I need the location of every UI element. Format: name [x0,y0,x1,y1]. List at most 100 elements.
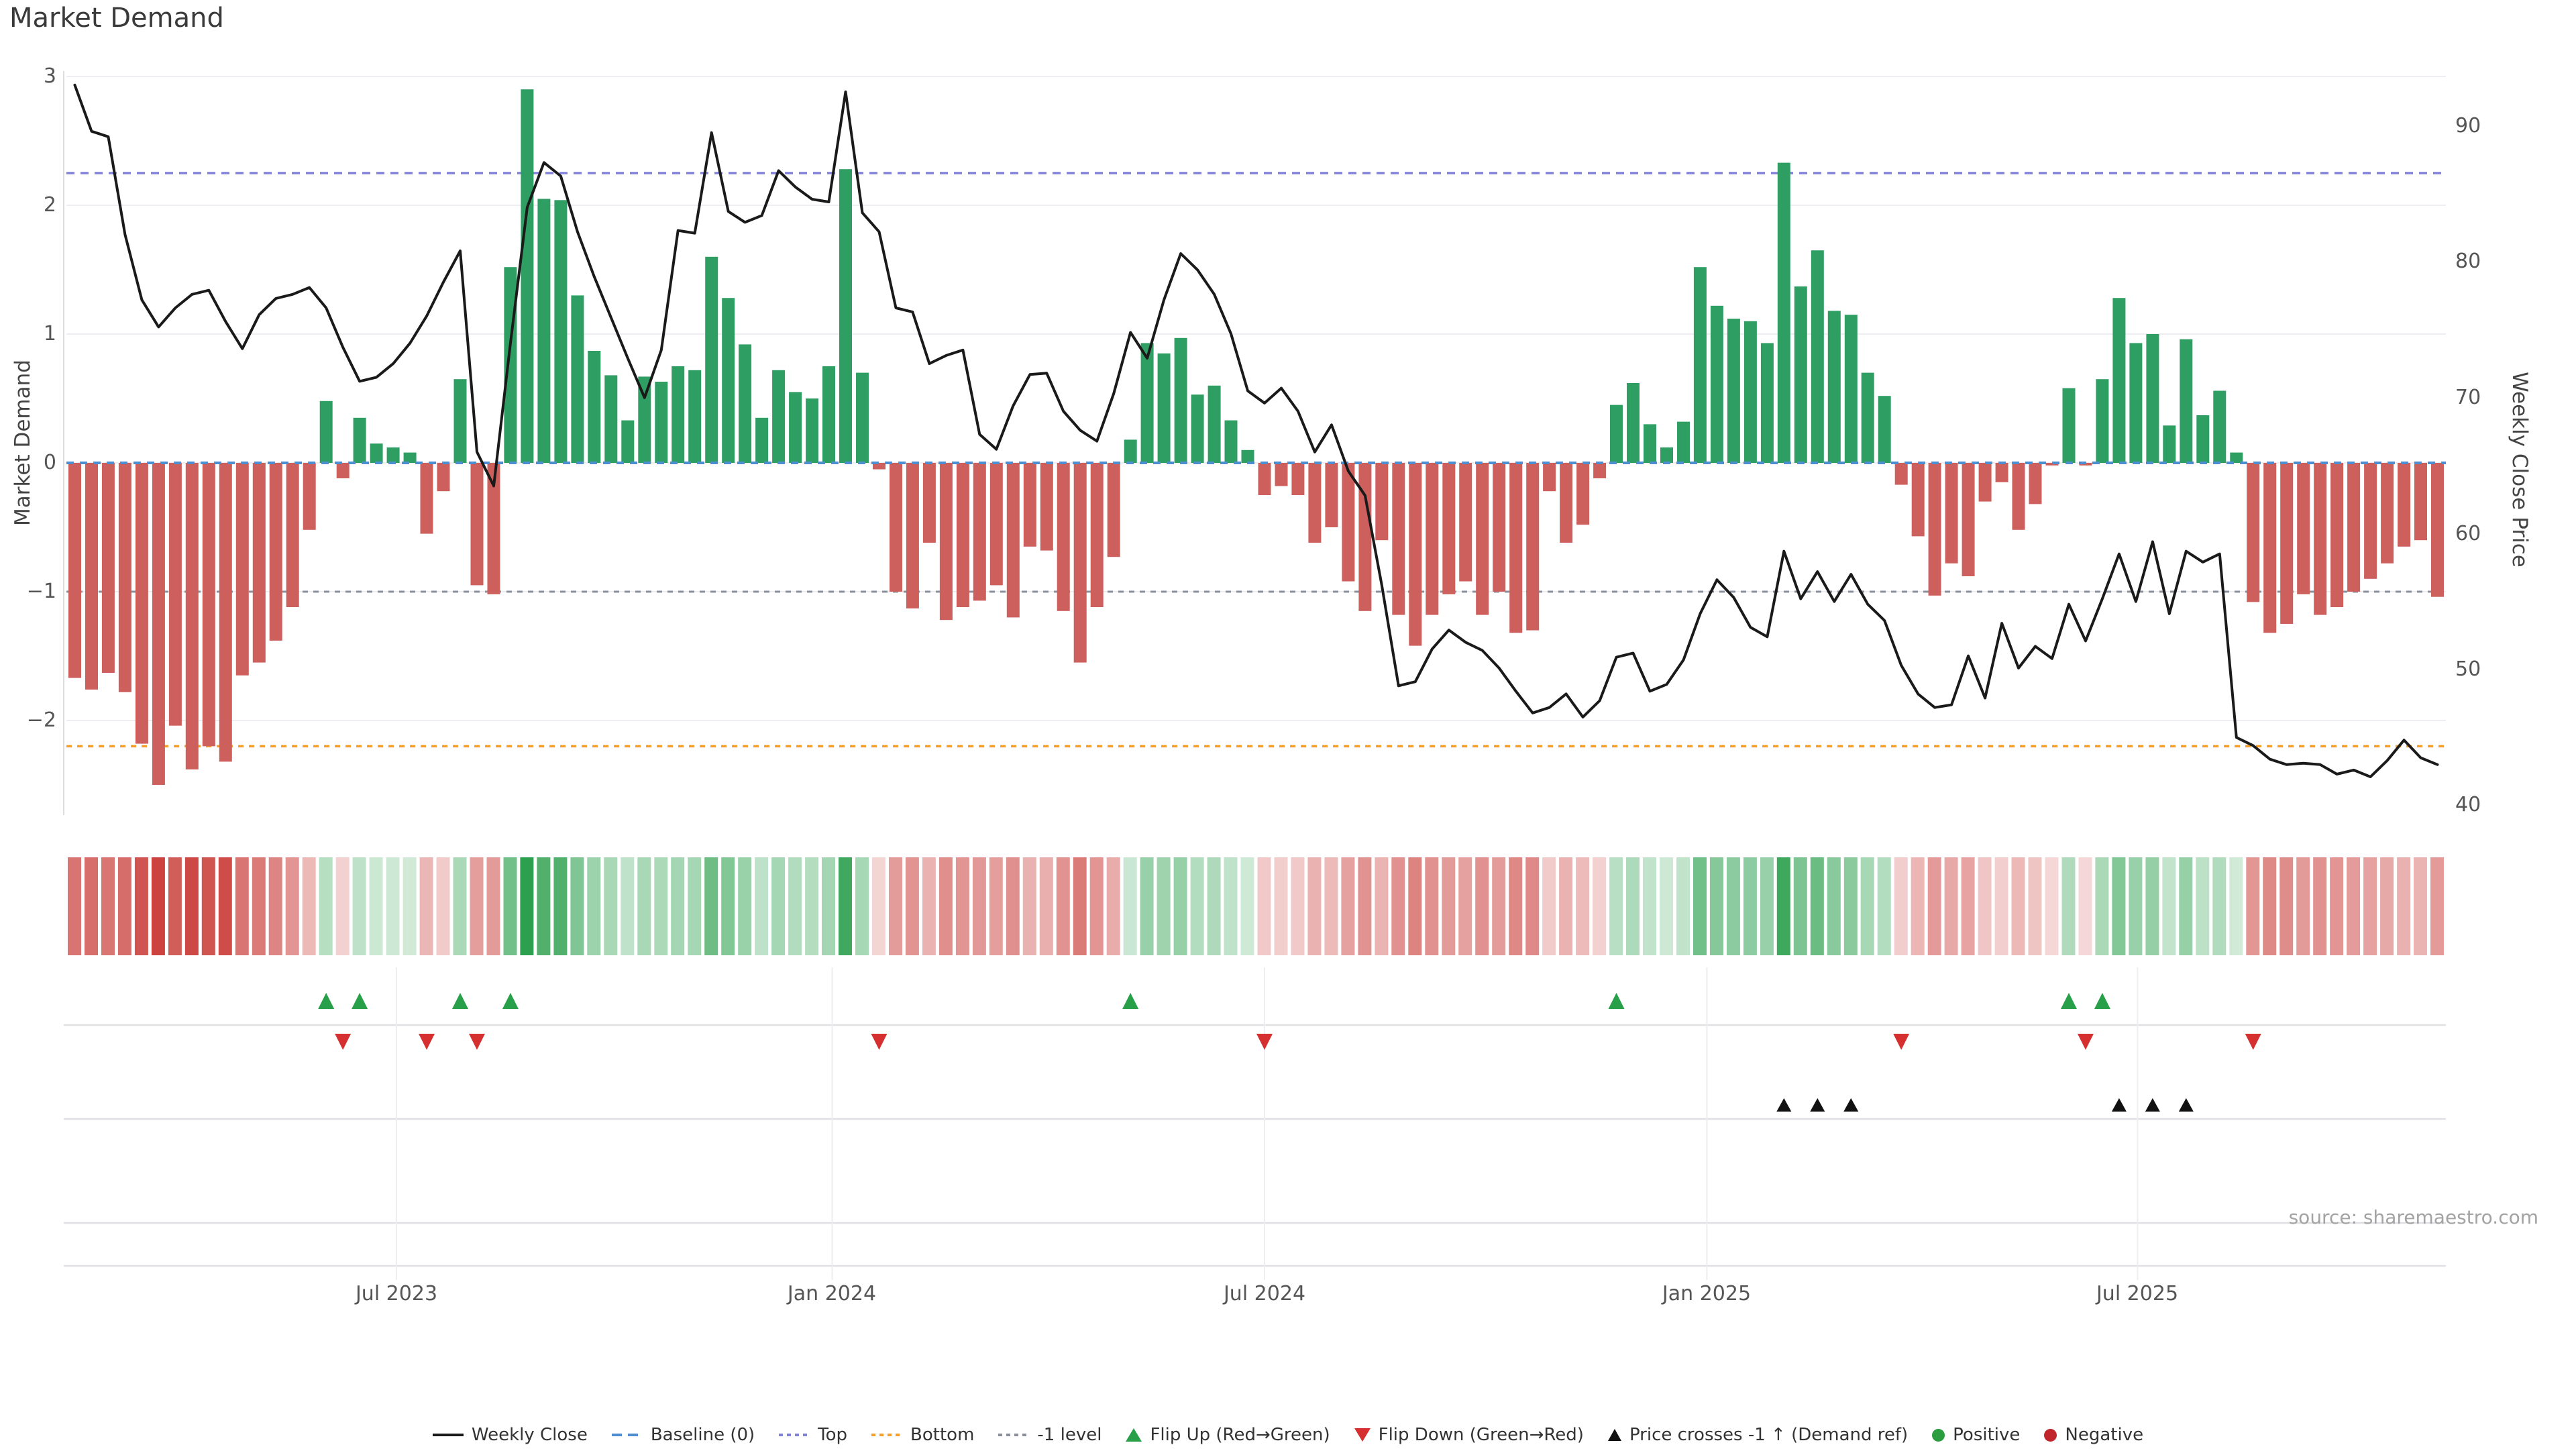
flip-up-markers [318,993,2110,1009]
heatmap-cell [1793,857,1807,955]
heatmap-cell [1492,857,1506,955]
heatmap-cell [2263,857,2277,955]
page-title: Market Demand [9,3,224,34]
demand-bar-negative [1006,463,1020,618]
demand-bar-negative [487,463,500,594]
demand-bar-negative [2263,463,2277,633]
demand-bar-positive [1140,343,1154,463]
demand-bar-positive [739,344,752,463]
heatmap-cell [1442,857,1456,955]
heatmap-cell [1542,857,1556,955]
demand-bar-negative [1342,463,1355,582]
heatmap-cell [1475,857,1489,955]
demand-bar-negative [2414,463,2427,541]
demand-bar-negative [2364,463,2377,579]
left-axis-tick: 3 [43,64,56,88]
demand-bar-negative [1358,463,1372,611]
demand-bar-negative [2398,463,2411,547]
legend-item-flip-up: Flip Up (Red→Green) [1126,1425,1330,1445]
flip-down-triangle-icon [1256,1034,1273,1050]
right-axis-tick: 90 [2455,114,2481,138]
demand-bar-positive [537,199,551,463]
demand-bar-positive [1644,424,1656,463]
demand-bar-negative [202,463,215,747]
heatmap-cell [1190,857,1204,955]
demand-bar-negative [1275,463,1288,486]
demand-bar-negative [252,463,266,663]
heatmap-cell [2011,857,2025,955]
heatmap-cell [268,857,282,955]
heatmap-cell [1860,857,1874,955]
heatmap-cell [2296,857,2310,955]
legend-item-baseline: Baseline (0) [611,1425,755,1445]
heatmap-cell [2028,857,2042,955]
flip-down-triangle-icon [468,1034,485,1050]
demand-bar-positive [2180,339,2193,463]
heatmap-cell [85,857,98,955]
heatmap-cell [1157,857,1171,955]
demand-bar-negative [118,463,131,692]
heatmap-cell [2145,857,2159,955]
heatmap-cell [587,857,601,955]
demand-bar-positive [655,382,668,463]
heatmap-cell [1324,857,1338,955]
left-axis-tick: 1 [43,322,56,345]
heatmap-cell [955,857,969,955]
heatmap-cell [1626,857,1640,955]
heatmap-cell [1978,857,1992,955]
heatmap-cell [134,857,148,955]
right-axis-tick: 80 [2455,250,2481,273]
demand-bar-positive [1743,321,1757,463]
circle-icon [1932,1428,1945,1442]
legend-item-weekly-close: Weekly Close [432,1425,588,1445]
heatmap-cell [1207,857,1221,955]
heatmap-cell [1240,857,1254,955]
flip-up-triangle-icon [2094,993,2110,1009]
heatmap-cell [553,857,568,955]
heatmap-cell [1593,857,1607,955]
demand-bar-positive [1660,447,1673,463]
demand-bar-negative [269,463,282,641]
legend-item-positive: Positive [1932,1425,2020,1445]
source-credit: source: sharemaestro.com [2288,1206,2538,1228]
demand-bar-negative [420,463,433,534]
heatmap-cell [2246,857,2260,955]
heatmap-cell [1776,857,1790,955]
flip-down-triangle-icon [335,1034,352,1050]
demand-bar-negative [1291,463,1305,495]
demand-bar-positive [2163,425,2176,463]
heatmap-cell [1760,857,1774,955]
legend-label: Flip Down (Green→Red) [1378,1425,1584,1445]
flip-up-triangle-icon [2060,993,2077,1009]
level-lines [66,172,2446,748]
demand-bar-negative [2431,463,2444,597]
solid-line-swatch-icon [432,1434,464,1436]
x-axis-tick: Jan 2025 [1662,1282,1752,1305]
demand-bar-negative [2247,463,2260,602]
demand-bar-negative [1526,463,1540,631]
heatmap-cell [1408,857,1422,955]
heatmap-cell [654,857,668,955]
flip-up-triangle-icon [352,993,368,1009]
heatmap-cell [922,857,936,955]
heatmap-cell [2179,857,2193,955]
legend-item-bottom: Bottom [871,1425,974,1445]
heatmap-cell [1291,857,1305,955]
demand-bar-negative [2330,463,2344,607]
x-axis-tick: Jul 2025 [2096,1282,2179,1305]
demand-bar-negative [1409,463,1422,646]
heatmap-cell [604,857,618,955]
heatmap-cell [402,857,417,955]
demand-bar-positive [688,370,702,463]
demand-bar-positive [1827,311,1841,463]
demand-bar-positive [722,298,735,463]
demand-bar-negative [989,463,1003,586]
heatmap-cell [1224,857,1238,955]
demand-bar-negative [2280,463,2294,624]
heatmap-cell [2414,857,2427,955]
price-line [73,83,2439,778]
legend-label: Price crosses -1 ↑ (Demand ref) [1629,1425,1909,1445]
demand-bar-positive [453,379,467,463]
heatmap-cell [788,857,802,955]
